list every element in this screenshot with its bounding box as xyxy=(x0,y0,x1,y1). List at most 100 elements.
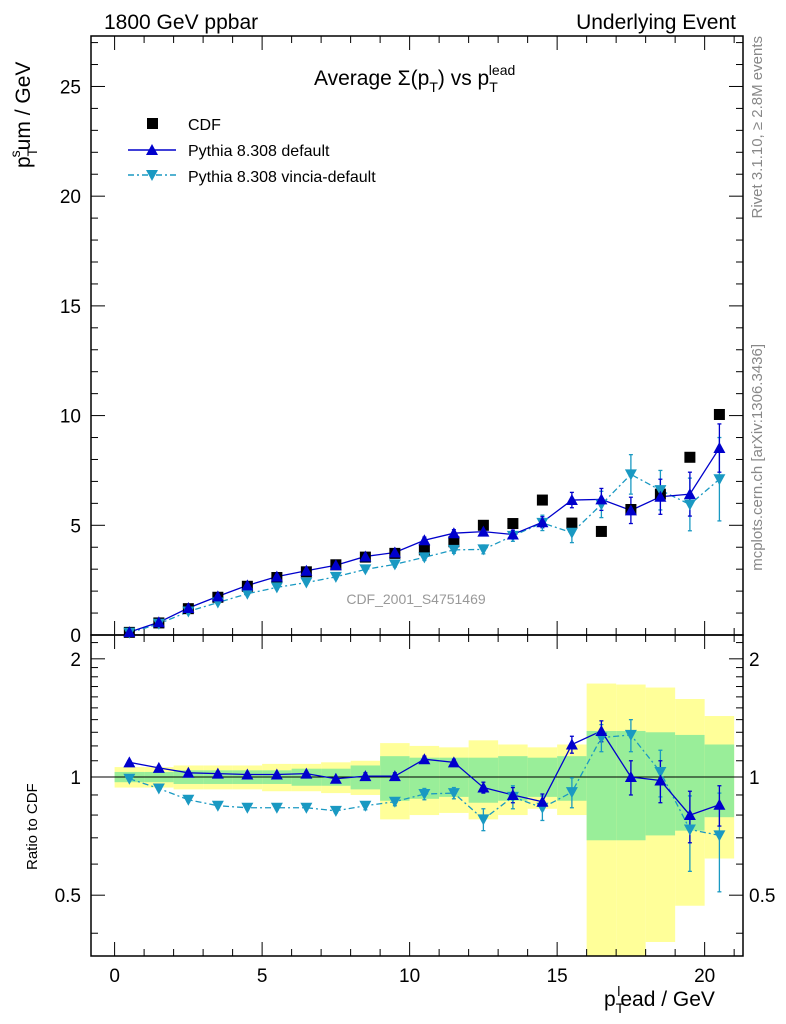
ratio-default-point xyxy=(211,767,224,779)
default-point xyxy=(713,442,726,454)
x-axis-label: pTlead / GeV xyxy=(604,983,715,1016)
vincia-point xyxy=(300,577,313,589)
ratio-vincia-point xyxy=(654,766,667,778)
ratio-tick-label-right: 1 xyxy=(749,768,760,789)
legend-label-cdf: CDF xyxy=(188,117,221,134)
cdf-point xyxy=(595,525,607,537)
default-point xyxy=(683,488,696,500)
ratio-tick-label: 1 xyxy=(70,768,81,789)
y-tick-label: 10 xyxy=(60,407,81,428)
vincia-point xyxy=(713,474,726,486)
ratio-tick-label-right: 2 xyxy=(749,650,760,671)
vincia-point xyxy=(447,544,460,556)
ratio-tick-label-right: 0.5 xyxy=(749,886,775,907)
x-tick-label: 20 xyxy=(694,966,715,987)
ratio-default-point xyxy=(595,724,608,736)
ratio-vincia-point xyxy=(447,788,460,800)
vincia-point xyxy=(359,564,372,576)
cdf-point xyxy=(566,517,578,529)
ratio-series xyxy=(123,718,726,893)
analysis-label: Underlying Event xyxy=(576,11,736,34)
ratio-default-point xyxy=(152,761,165,773)
default-point xyxy=(624,504,637,516)
ratio-vincia-point xyxy=(241,802,254,814)
ratio-default-point xyxy=(536,795,549,807)
ratio-vincia-point xyxy=(388,796,401,808)
vincia-point xyxy=(565,527,578,539)
ratio-vincia-point xyxy=(329,805,342,817)
ratio-default-point xyxy=(270,768,283,780)
vincia-line xyxy=(129,473,720,634)
ratio-default-point xyxy=(182,766,195,778)
vincia-point xyxy=(418,552,431,564)
axes-frames xyxy=(90,35,744,957)
x-tick-label: 5 xyxy=(257,966,268,987)
energy-label: 1800 GeV ppbar xyxy=(104,11,258,34)
ratio-tick-label: 0.5 xyxy=(55,886,81,907)
ratio-bands xyxy=(114,683,735,956)
axis-ticks: 0 5 10 15 20 0 5 10 15 20 25 0.5 0.5 1 1 2 2 xyxy=(55,36,775,987)
ratio-vincia-point xyxy=(477,814,490,826)
y-tick-label: 15 xyxy=(60,297,81,318)
default-point xyxy=(241,579,254,591)
vincia-point xyxy=(654,485,667,497)
default-point xyxy=(565,494,578,506)
ratio-default-point xyxy=(388,770,401,782)
ratio-vincia-point xyxy=(182,794,195,806)
default-point xyxy=(418,534,431,546)
ratio-frame xyxy=(90,634,744,957)
default-point xyxy=(300,564,313,576)
ratio-vincia-point xyxy=(565,787,578,799)
legend-marker-vincia xyxy=(146,170,158,181)
ratio-vincia-point xyxy=(624,729,637,741)
ratio-default-point xyxy=(683,809,696,821)
default-point xyxy=(654,490,667,502)
x-tick-label: 0 xyxy=(109,966,120,987)
ratio-vincia-point xyxy=(359,800,372,812)
default-point xyxy=(536,516,549,528)
vincia-point xyxy=(241,588,254,600)
ratio-vincia-point xyxy=(683,824,696,836)
ratio-y-axis-label: Ratio to CDF xyxy=(24,783,41,870)
ratio-default-point xyxy=(477,781,490,793)
y-tick-label: 25 xyxy=(60,77,81,98)
band-inner xyxy=(468,757,499,803)
cdf-point xyxy=(418,544,430,556)
legend-marker-cdf xyxy=(147,118,158,129)
x-tick-label: 15 xyxy=(547,966,568,987)
rivet-label: Rivet 3.1.10, ≥ 2.8M events xyxy=(749,36,766,219)
ratio-default-point xyxy=(713,798,726,810)
ratio-default-point xyxy=(506,788,519,800)
ratio-vincia-point xyxy=(211,800,224,812)
cdf-point xyxy=(713,408,725,420)
vincia-point xyxy=(477,544,490,556)
ratio-vincia-point xyxy=(270,802,283,814)
default-point xyxy=(152,616,165,628)
legend-label-vincia: Pythia 8.308 vincia-default xyxy=(188,169,376,186)
cdf-point xyxy=(448,536,460,548)
x-tick-label: 10 xyxy=(399,966,420,987)
ratio-default-point xyxy=(300,767,313,779)
main-series xyxy=(123,408,726,639)
ratio-default-point xyxy=(565,738,578,750)
default-point xyxy=(123,626,136,638)
default-point xyxy=(211,590,224,602)
legend-label-default: Pythia 8.308 default xyxy=(188,143,330,160)
ratio-vincia-line xyxy=(129,734,720,837)
default-point xyxy=(359,550,372,562)
y-axis-label: pTsum / GeV xyxy=(7,62,40,168)
mcplots-label: mcplots.cern.ch [arXiv:1306.3436] xyxy=(749,344,766,571)
vincia-point xyxy=(683,499,696,511)
ratio-default-point xyxy=(418,753,431,765)
default-point xyxy=(270,570,283,582)
cdf-point xyxy=(477,519,489,531)
default-point xyxy=(595,493,608,505)
ratio-vincia-point xyxy=(300,802,313,814)
default-point xyxy=(477,525,490,537)
default-point xyxy=(388,546,401,558)
ratio-vincia-point xyxy=(152,783,165,795)
cdf-point xyxy=(684,451,696,463)
vincia-point xyxy=(270,582,283,594)
ratio-vincia-point xyxy=(418,789,431,801)
ratio-vincia-point xyxy=(713,830,726,842)
